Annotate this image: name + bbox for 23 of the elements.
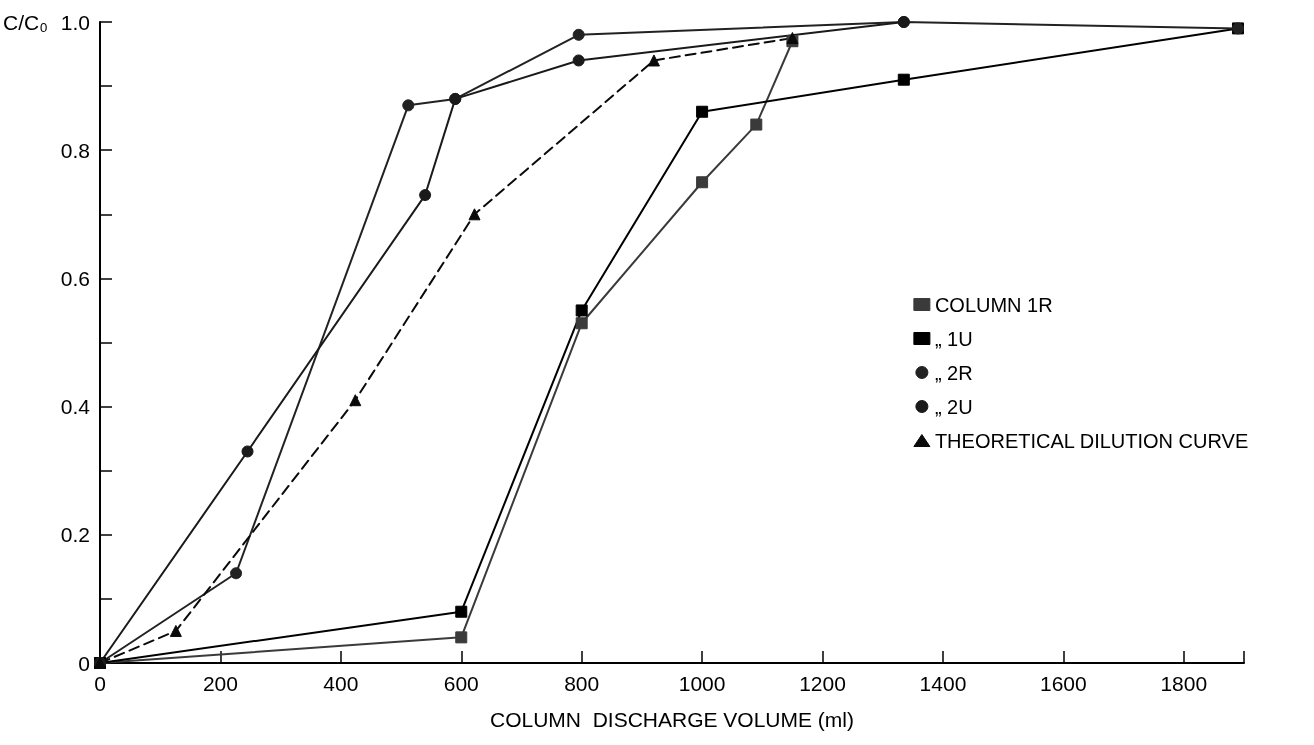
- x-tick-label: 1800: [1160, 672, 1208, 695]
- y-tick-label: 0.4: [60, 395, 91, 419]
- x-tick-label: 1200: [799, 672, 846, 695]
- y-tick-label: 0: [78, 651, 90, 675]
- legend-label: THEORETICAL DILUTION CURVE: [934, 429, 1249, 452]
- x-tick-label: 600: [443, 672, 479, 695]
- legend-label: „ 1U: [934, 327, 973, 350]
- x-tick-label: 200: [202, 672, 238, 695]
- x-tick-label: 800: [564, 672, 600, 695]
- y-tick-label: 0.8: [60, 138, 90, 162]
- y-tick-label: 0.6: [60, 266, 90, 290]
- y-axis-title: C/C₀: [3, 10, 48, 34]
- y-tick-label: 0.2: [60, 523, 90, 547]
- x-axis-title: COLUMN DISCHARGE VOLUME (ml): [489, 708, 855, 731]
- x-tick-label: 1600: [1040, 672, 1087, 695]
- legend-label: „ 2U: [934, 395, 973, 418]
- x-tick-label: 1000: [678, 672, 726, 695]
- x-tick-label: 400: [323, 672, 359, 695]
- legend-label: COLUMN 1R: [934, 293, 1053, 316]
- x-tick-label: 0: [94, 672, 106, 695]
- y-tick-label: 1.0: [60, 10, 90, 34]
- x-tick-label: 1400: [919, 672, 967, 695]
- legend-label: „ 2R: [934, 361, 973, 384]
